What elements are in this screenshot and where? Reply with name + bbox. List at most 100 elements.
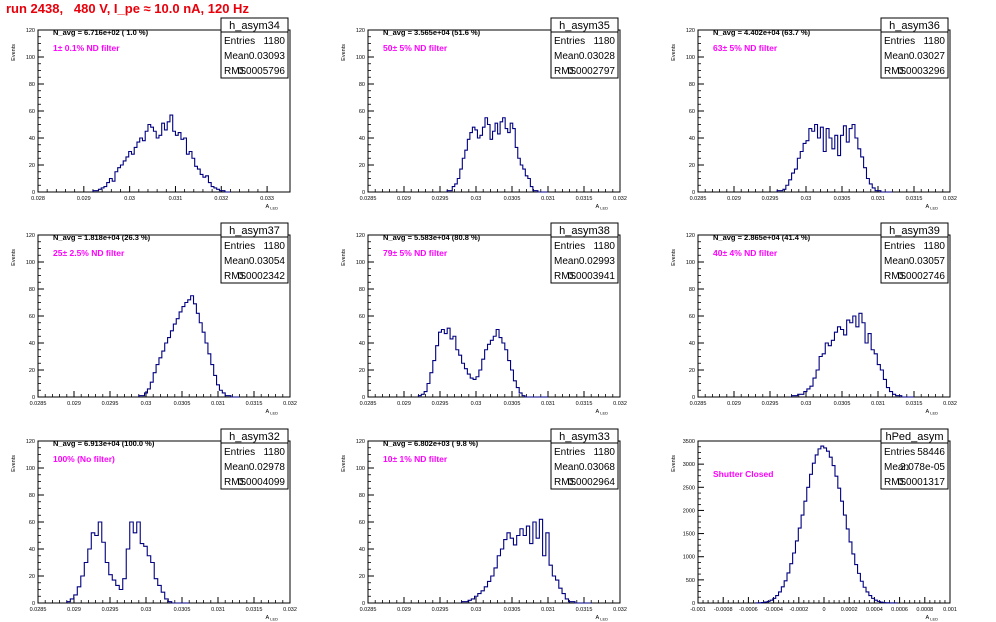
- navg-label: N_avg = 2.865e+04 (41.4 %): [713, 233, 811, 242]
- y-tick-label: 80: [359, 287, 365, 293]
- y-tick-label: 20: [689, 163, 695, 169]
- stats-value: 1180: [593, 241, 615, 252]
- x-tick-label: 0.0008: [916, 607, 933, 613]
- y-tick-label: 20: [29, 368, 35, 374]
- x-tick-label: 0.032: [943, 401, 957, 407]
- stats-value: 1180: [593, 36, 615, 47]
- x-tick-label: 0.0295: [432, 401, 449, 407]
- stats-value: 0.02978: [249, 462, 286, 473]
- y-tick-label: 60: [689, 314, 695, 320]
- histogram-bars: [92, 114, 231, 193]
- y-tick-label: 20: [359, 368, 365, 374]
- x-tick-label: 0.0295: [102, 607, 119, 613]
- x-tick-label: 0.0006: [891, 607, 908, 613]
- histogram-h_asym37: 0 20 40 60 80 100 120 0.0285 0.029 0.0295 0.03 0.03…: [11, 222, 297, 416]
- y-axis-title: Events: [341, 455, 347, 472]
- stats-title: h_asym38: [559, 225, 610, 237]
- navg-label: N_avg = 4.402e+04 (63.7 %): [713, 28, 811, 37]
- x-tick-label: 0: [822, 607, 825, 613]
- y-tick-label: 2000: [683, 508, 695, 514]
- x-tick-label: 0.0285: [30, 401, 47, 407]
- stats-label: RMS: [884, 66, 907, 77]
- y-tick-label: 1000: [683, 555, 695, 561]
- y-tick-label: 60: [689, 109, 695, 115]
- y-tick-label: 100: [356, 55, 365, 61]
- stats-value: 1180: [923, 241, 945, 252]
- stats-label: Entries: [884, 36, 915, 47]
- x-tick-label: 0.0295: [762, 401, 779, 407]
- x-tick-label: 0.0295: [102, 401, 119, 407]
- y-tick-label: 100: [26, 55, 35, 61]
- stats-label: Entries: [554, 447, 585, 458]
- y-tick-label: 80: [29, 493, 35, 499]
- stats-title: hPed_asym: [885, 431, 943, 443]
- stats-value: 0.0004099: [238, 477, 286, 488]
- y-tick-label: 100: [26, 260, 35, 266]
- stats-label: RMS: [884, 271, 907, 282]
- x-tick-label: 0.029: [67, 401, 81, 407]
- x-tick-label: 0.0315: [246, 401, 263, 407]
- x-tick-label: 0.0285: [360, 607, 377, 613]
- stats-box: [220, 17, 289, 79]
- y-axis-title: Events: [671, 249, 677, 266]
- x-tick-label: 0.03: [801, 196, 812, 202]
- x-tick-label: 0.032: [283, 401, 297, 407]
- y-tick-label: 20: [29, 574, 35, 580]
- y-tick-label: 100: [686, 55, 695, 61]
- histogram-bars: [446, 117, 548, 193]
- x-tick-label: 0.031: [871, 196, 885, 202]
- x-tick-label: 0.029: [77, 196, 91, 202]
- y-tick-label: 2500: [683, 485, 695, 491]
- x-tick-label: 0.0315: [576, 607, 593, 613]
- stats-box: [880, 17, 949, 79]
- stats-label: RMS: [224, 66, 247, 77]
- y-axis-title: Events: [671, 455, 677, 472]
- x-tick-label: -0.001: [690, 607, 706, 613]
- stats-value: 0.0003941: [568, 271, 616, 282]
- stats-label: Entries: [884, 447, 915, 458]
- filter-label: 25± 2.5% ND filter: [53, 248, 125, 258]
- x-tick-label: 0.03: [471, 196, 482, 202]
- x-tick-label: 0.031: [541, 196, 555, 202]
- y-axis-title: Events: [341, 249, 347, 266]
- stats-label: Mean: [224, 51, 249, 62]
- x-axis-title: ALED: [266, 204, 279, 211]
- histogram-bars: [461, 518, 592, 604]
- x-tick-label: 0.0285: [690, 196, 707, 202]
- x-axis-title: ALED: [266, 615, 279, 622]
- stats-value: 0.0003296: [898, 66, 946, 77]
- stats-label: Mean: [554, 462, 579, 473]
- stats-value: 0.0002746: [898, 271, 946, 282]
- y-axis-title: Events: [11, 249, 17, 266]
- x-tick-label: 0.001: [943, 607, 957, 613]
- y-tick-label: 120: [686, 28, 695, 34]
- y-tick-label: 60: [29, 109, 35, 115]
- y-tick-label: 40: [29, 136, 35, 142]
- stats-label: RMS: [554, 66, 577, 77]
- y-tick-label: 80: [359, 82, 365, 88]
- y-tick-label: 120: [26, 439, 35, 445]
- x-tick-label: 0.031: [871, 401, 885, 407]
- y-tick-label: 80: [689, 82, 695, 88]
- x-axis-title: ALED: [596, 204, 609, 211]
- x-tick-label: 0.0305: [174, 607, 191, 613]
- x-tick-label: 0.032: [613, 196, 627, 202]
- stats-box: [880, 428, 949, 490]
- y-tick-label: 120: [356, 28, 365, 34]
- y-tick-label: 20: [689, 368, 695, 374]
- x-tick-label: 0.03: [801, 401, 812, 407]
- y-axis-title: Events: [11, 44, 17, 61]
- y-tick-label: 3000: [683, 462, 695, 468]
- filter-label: 40± 4% ND filter: [713, 248, 778, 258]
- x-tick-label: 0.0305: [504, 196, 521, 202]
- x-tick-label: -0.0002: [789, 607, 808, 613]
- stats-label: Mean: [554, 51, 579, 62]
- x-tick-label: 0.03: [141, 401, 152, 407]
- y-tick-label: 40: [359, 547, 365, 553]
- stats-label: Entries: [224, 447, 255, 458]
- histogram-bars: [66, 521, 190, 604]
- y-tick-label: 60: [29, 520, 35, 526]
- navg-label: N_avg = 6.802e+03 ( 9.8 %): [383, 439, 479, 448]
- y-tick-label: 0: [692, 395, 695, 401]
- x-tick-label: 0.0285: [360, 196, 377, 202]
